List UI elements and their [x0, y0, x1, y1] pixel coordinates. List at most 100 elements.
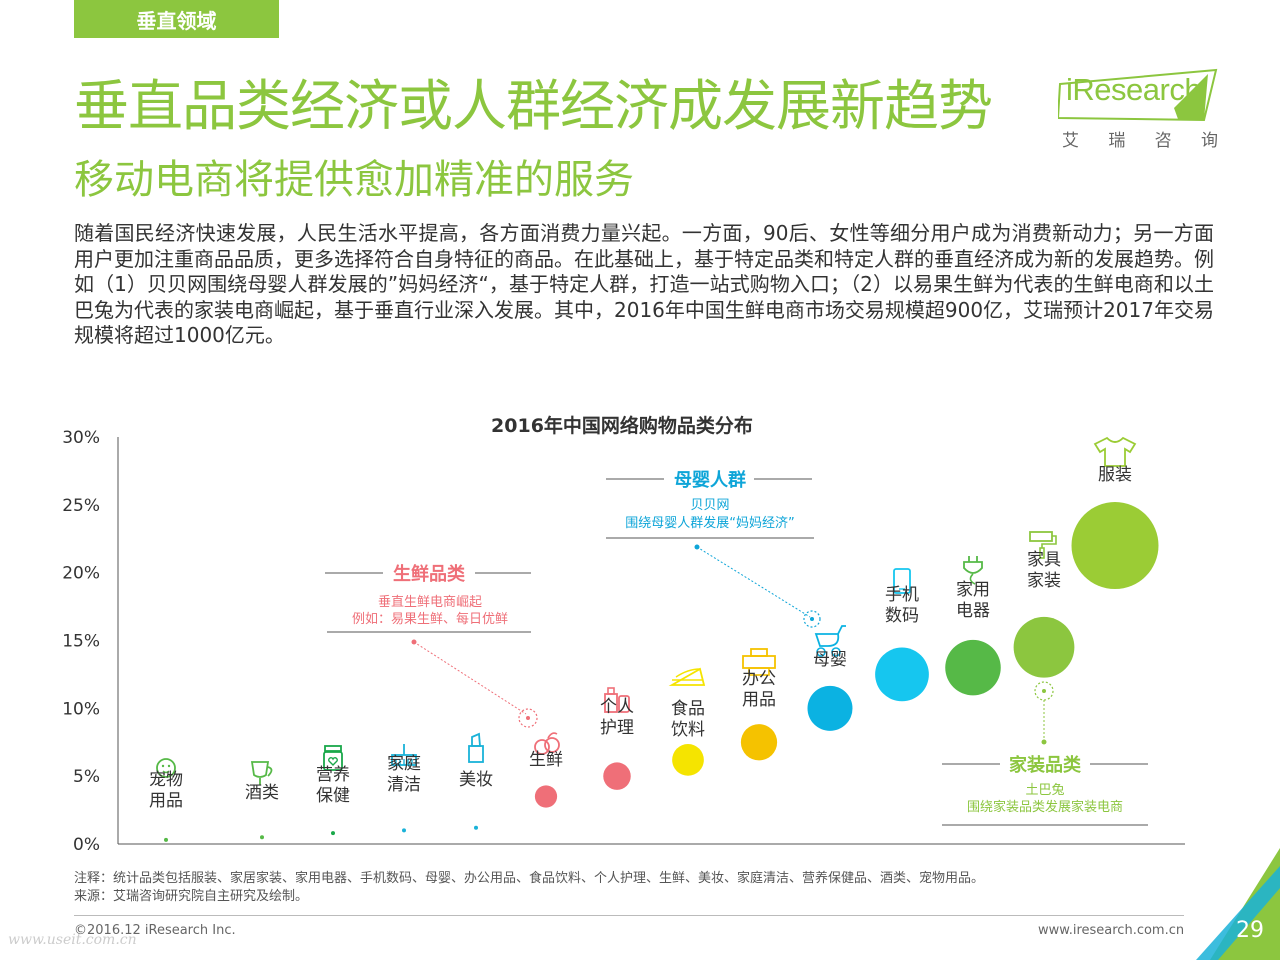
point-label: 用品: [149, 791, 183, 811]
chart-point: 家庭清洁: [387, 744, 421, 833]
logo-char: 咨: [1154, 131, 1172, 151]
logo-char: 艾: [1062, 131, 1079, 151]
annotation-line: 例如：易果生鲜、每日优鲜: [352, 611, 508, 627]
annotation-line: 围绕家装品类发展家装电商: [967, 799, 1123, 815]
bubble: [603, 762, 631, 790]
annotation-line: 围绕母婴人群发展“妈妈经济”: [625, 515, 794, 531]
chart-point: 酒类: [245, 761, 279, 840]
point-label: 酒类: [245, 783, 279, 803]
logo-char: 瑞: [1108, 131, 1126, 151]
point-label: 个人: [600, 697, 634, 717]
bubble: [474, 825, 478, 830]
annotation-heading: 生鲜品类: [393, 563, 466, 585]
point-label: 清洁: [387, 775, 421, 795]
chart-point: 母婴: [807, 625, 853, 731]
logo-chinese-name: 艾 瑞 咨 询: [1062, 126, 1218, 151]
annotation-heading: 家装品类: [1009, 754, 1082, 776]
broom-icon: [391, 744, 417, 766]
footer-divider: [74, 915, 1184, 916]
page-number: 29: [1236, 918, 1264, 943]
y-tick-label: 25%: [62, 496, 100, 516]
point-label: 美妆: [459, 770, 493, 790]
copyright: ©2016.12 iResearch Inc.: [74, 923, 236, 938]
health-jar-icon: [323, 745, 343, 771]
intro-paragraph: 随着国民经济快速发展，人民生活水平提高，各方面消费力量兴起。一方面，90后、女性…: [74, 221, 1214, 347]
bubble: [740, 724, 778, 761]
point-label: 办公: [742, 669, 776, 689]
section-tag: 垂直领域: [74, 0, 279, 38]
fruit-icon: [534, 732, 560, 755]
bubble: [807, 685, 853, 731]
chart-point: 办公用品: [740, 648, 778, 761]
phone-icon: [893, 568, 911, 594]
bubble: [875, 647, 929, 702]
y-tick-label: 10%: [62, 699, 100, 719]
y-tick-label: 20%: [62, 564, 100, 584]
page-subtitle: 移动电商将提供愈加精准的服务: [74, 157, 634, 203]
logo-brand-text: iResearch: [1066, 72, 1202, 107]
point-label: 食品: [671, 699, 705, 719]
bubble: [672, 744, 704, 776]
chart-point: 营养保健: [316, 745, 350, 836]
chart-point: 生鲜: [529, 732, 563, 808]
iresearch-logo: iResearch 艾 瑞 咨 询: [1058, 68, 1218, 151]
lipstick-icon: [468, 732, 484, 763]
annotation-line: 土巴兔: [1025, 783, 1064, 798]
bubble: [945, 639, 1001, 696]
chart-point: 美妆: [459, 732, 493, 830]
logo-char: 询: [1200, 131, 1218, 151]
page-title: 垂直品类经济或人群经济成发展新趋势: [74, 74, 993, 138]
note-text: 注释：统计品类包括服装、家居家装、家用电器、手机数码、母婴、办公用品、食品饮料、…: [74, 871, 985, 886]
point-label: 营养: [316, 765, 350, 785]
point-label: 用品: [742, 690, 776, 710]
stroller-icon: [814, 625, 846, 657]
y-tick-label: 30%: [62, 428, 100, 448]
point-label: 家庭: [387, 754, 421, 774]
point-label: 手机: [885, 585, 919, 605]
chart-notes: 注释：统计品类包括服装、家居家装、家用电器、手机数码、母婴、办公用品、食品饮料、…: [74, 870, 984, 906]
point-label: 生鲜: [529, 750, 563, 770]
chart-point: 宠物用品: [149, 758, 183, 842]
y-tick-label: 5%: [73, 767, 100, 787]
source-text: 来源：艾瑞咨询研究院自主研究及绘制。: [74, 889, 309, 904]
chart-point: 个人护理: [600, 687, 634, 790]
bubble: [164, 837, 168, 842]
point-label: 保健: [316, 786, 350, 806]
annotation-line: 垂直生鲜电商崛起: [378, 595, 482, 610]
point-label: 护理: [600, 718, 634, 738]
website-url: www.iresearch.com.cn: [1038, 923, 1185, 938]
chart-title: 2016年中国网络购物品类分布: [491, 414, 753, 437]
point-label: 服装: [1098, 465, 1132, 485]
bubble: [534, 785, 558, 808]
chart-point: 服装: [1071, 436, 1159, 590]
bubble: [1013, 616, 1075, 678]
bubble: [260, 835, 264, 840]
annotation-heading: 母婴人群: [674, 469, 746, 491]
bubble: [1071, 502, 1159, 590]
point-label: 母婴: [813, 650, 847, 670]
point-label: 家具: [1027, 550, 1061, 570]
y-tick-label: 15%: [62, 632, 100, 652]
bubble: [331, 831, 335, 836]
printer-icon: [742, 648, 776, 676]
logo-banner-icon: [1058, 68, 1218, 122]
paint-roller-icon: [1029, 531, 1057, 559]
bubble: [402, 828, 406, 833]
point-label: 数码: [885, 606, 919, 626]
point-label: 电器: [956, 601, 990, 621]
point-label: 宠物: [149, 770, 183, 790]
care-bottle-icon: [604, 687, 630, 713]
chart-point: 食品饮料: [668, 667, 706, 776]
pet-icon: [156, 758, 176, 778]
watermark: www.useit.com.cn: [8, 932, 137, 948]
wine-glass-icon: [250, 761, 273, 785]
point-label: 家装: [1027, 571, 1061, 591]
chart-point: 手机数码: [875, 568, 929, 702]
point-label: 家用: [956, 580, 990, 600]
corner-decoration: [1196, 848, 1280, 960]
chart-point: 家用电器: [945, 556, 1001, 696]
